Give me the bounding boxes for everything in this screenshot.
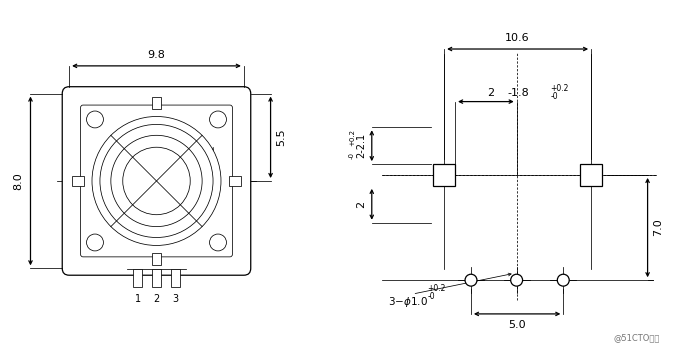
Text: 1: 1 xyxy=(134,294,141,304)
Text: +0.2: +0.2 xyxy=(349,129,355,146)
Text: 2: 2 xyxy=(356,201,366,208)
Text: 40°: 40° xyxy=(165,124,181,134)
Circle shape xyxy=(511,274,522,286)
Text: 7.0: 7.0 xyxy=(654,219,664,237)
Text: 2-2.1: 2-2.1 xyxy=(356,133,366,158)
Circle shape xyxy=(87,234,103,251)
Text: +0.2: +0.2 xyxy=(551,84,568,93)
Text: ‹30°: ‹30° xyxy=(161,138,183,148)
FancyBboxPatch shape xyxy=(81,105,232,257)
Text: 2: 2 xyxy=(487,88,495,98)
Bar xyxy=(152,253,161,265)
Text: -0: -0 xyxy=(551,91,558,101)
Circle shape xyxy=(87,111,103,128)
Text: 9.8: 9.8 xyxy=(147,50,165,60)
Text: 5.0: 5.0 xyxy=(508,320,526,330)
Bar xyxy=(229,176,241,186)
Text: -1.8: -1.8 xyxy=(508,88,529,98)
Text: 3: 3 xyxy=(172,294,178,304)
Text: 5.5: 5.5 xyxy=(276,128,287,146)
Circle shape xyxy=(557,274,569,286)
Text: 2: 2 xyxy=(154,294,160,304)
Bar xyxy=(152,269,161,287)
Circle shape xyxy=(92,116,221,245)
Text: 3$-\phi$1.0: 3$-\phi$1.0 xyxy=(388,295,428,309)
Bar xyxy=(171,269,180,287)
Text: 10.6: 10.6 xyxy=(505,33,530,43)
Bar xyxy=(580,164,602,186)
Circle shape xyxy=(209,111,227,128)
Text: +0.2: +0.2 xyxy=(427,284,446,293)
Circle shape xyxy=(465,274,477,286)
Text: -0: -0 xyxy=(349,152,355,159)
Text: @51CTO博客: @51CTO博客 xyxy=(613,333,659,342)
Circle shape xyxy=(209,234,227,251)
Circle shape xyxy=(123,147,190,215)
Circle shape xyxy=(100,124,213,238)
Bar xyxy=(134,269,142,287)
Text: -0: -0 xyxy=(427,292,435,301)
Bar xyxy=(433,164,455,186)
Text: 8.0: 8.0 xyxy=(14,172,23,190)
Bar xyxy=(72,176,84,186)
FancyBboxPatch shape xyxy=(62,87,251,275)
Bar xyxy=(152,97,161,108)
Circle shape xyxy=(111,135,202,227)
